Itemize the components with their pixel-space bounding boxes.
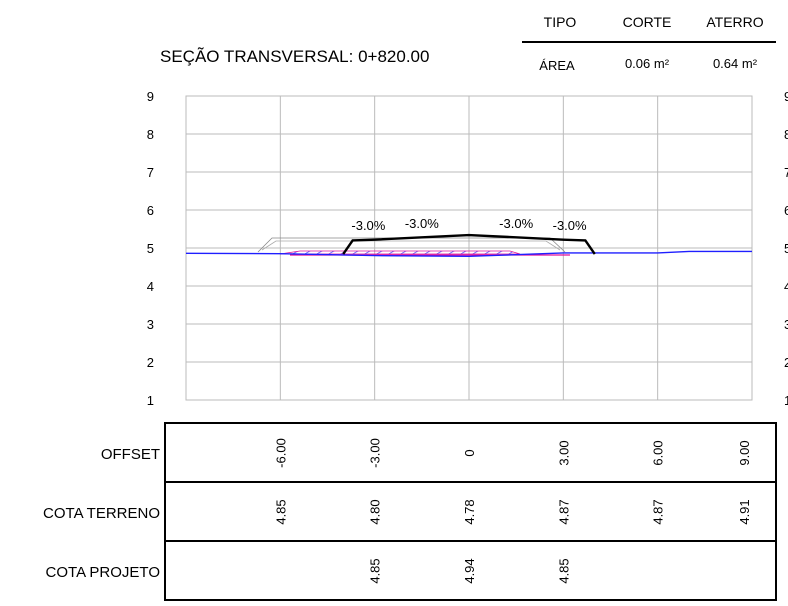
slope-label: -3.0% — [351, 218, 385, 233]
slope-label: -3.0% — [405, 216, 439, 231]
table-cell-value: 6.00 — [651, 440, 666, 465]
y-tick-label-left: 6 — [147, 203, 154, 218]
y-tick-label-left: 4 — [147, 279, 154, 294]
y-axis-right: 1 2 3 4 5 6 7 8 9 — [784, 89, 788, 408]
table-row-label: OFFSET — [101, 446, 160, 463]
table-cell-value: 4.85 — [556, 558, 571, 583]
data-table: OFFSET COTA TERRENO COTA PROJETO -6.00 -3.0… — [43, 422, 777, 601]
series-group — [185, 233, 752, 258]
table-cell-value: -3.00 — [368, 438, 383, 468]
y-tick-label-right: 2 — [784, 355, 788, 370]
y-tick-label-left: 5 — [147, 241, 154, 256]
table-cell-value: 4.78 — [462, 499, 477, 524]
table-cell-value: 4.85 — [368, 558, 383, 583]
y-tick-label-left: 3 — [147, 317, 154, 332]
slope-labels: -3.0% -3.0% -3.0% -3.0% — [351, 216, 587, 233]
y-tick-label-right: 5 — [784, 241, 788, 256]
table-cell-value: 4.91 — [737, 499, 752, 524]
summary-header-tipo: TIPO — [544, 14, 577, 30]
table-cell-value: 9.00 — [737, 440, 752, 465]
table-cell-value: 4.85 — [273, 499, 288, 524]
y-tick-label-right: 4 — [784, 279, 788, 294]
summary-row-label: ÁREA — [539, 58, 575, 73]
y-tick-label-left: 2 — [147, 355, 154, 370]
table-cell-value: 0 — [462, 449, 477, 456]
series-line-projeto — [342, 233, 596, 255]
y-tick-label-right: 8 — [784, 127, 788, 142]
y-tick-label-right: 9 — [784, 89, 788, 104]
plot-grid — [186, 95, 752, 401]
layer-line-2 — [261, 240, 561, 251]
y-axis-left: 1 2 3 4 5 6 7 8 9 — [147, 89, 154, 408]
table-row-label: COTA TERRENO — [43, 505, 160, 522]
y-tick-label-left: 7 — [147, 165, 154, 180]
table-cell-value: 4.87 — [651, 499, 666, 524]
table-row-label: COTA PROJETO — [46, 564, 160, 581]
summary-header-corte: CORTE — [623, 14, 672, 30]
series-line-terreno — [185, 250, 752, 258]
table-cell-value: -6.00 — [273, 438, 288, 468]
data-table-frame — [164, 422, 777, 601]
y-tick-label-left: 9 — [147, 89, 154, 104]
aterro-hatch — [279, 250, 521, 255]
y-tick-label-left: 1 — [147, 393, 154, 408]
summary-aterro-value: 0.64 m² — [713, 56, 758, 71]
y-tick-label-left: 8 — [147, 127, 154, 142]
y-tick-label-right: 1 — [784, 393, 788, 408]
table-cell-value: 4.94 — [462, 558, 477, 583]
table-cell-value: 4.87 — [556, 499, 571, 524]
slope-label: -3.0% — [499, 216, 533, 231]
summary-corte-value: 0.06 m² — [625, 56, 670, 71]
summary-table: TIPO CORTE ATERRO ÁREA 0.06 m² 0.64 m² — [522, 14, 776, 73]
layer-line — [257, 237, 566, 253]
table-cell-value: 4.80 — [368, 499, 383, 524]
y-tick-label-right: 3 — [784, 317, 788, 332]
y-tick-label-right: 7 — [784, 165, 788, 180]
table-cell-value: 3.00 — [556, 440, 571, 465]
slope-label: -3.0% — [553, 218, 587, 233]
y-tick-label-right: 6 — [784, 203, 788, 218]
section-title: SEÇÃO TRANSVERSAL: 0+820.00 — [160, 47, 429, 66]
summary-header-aterro: ATERRO — [706, 14, 763, 30]
